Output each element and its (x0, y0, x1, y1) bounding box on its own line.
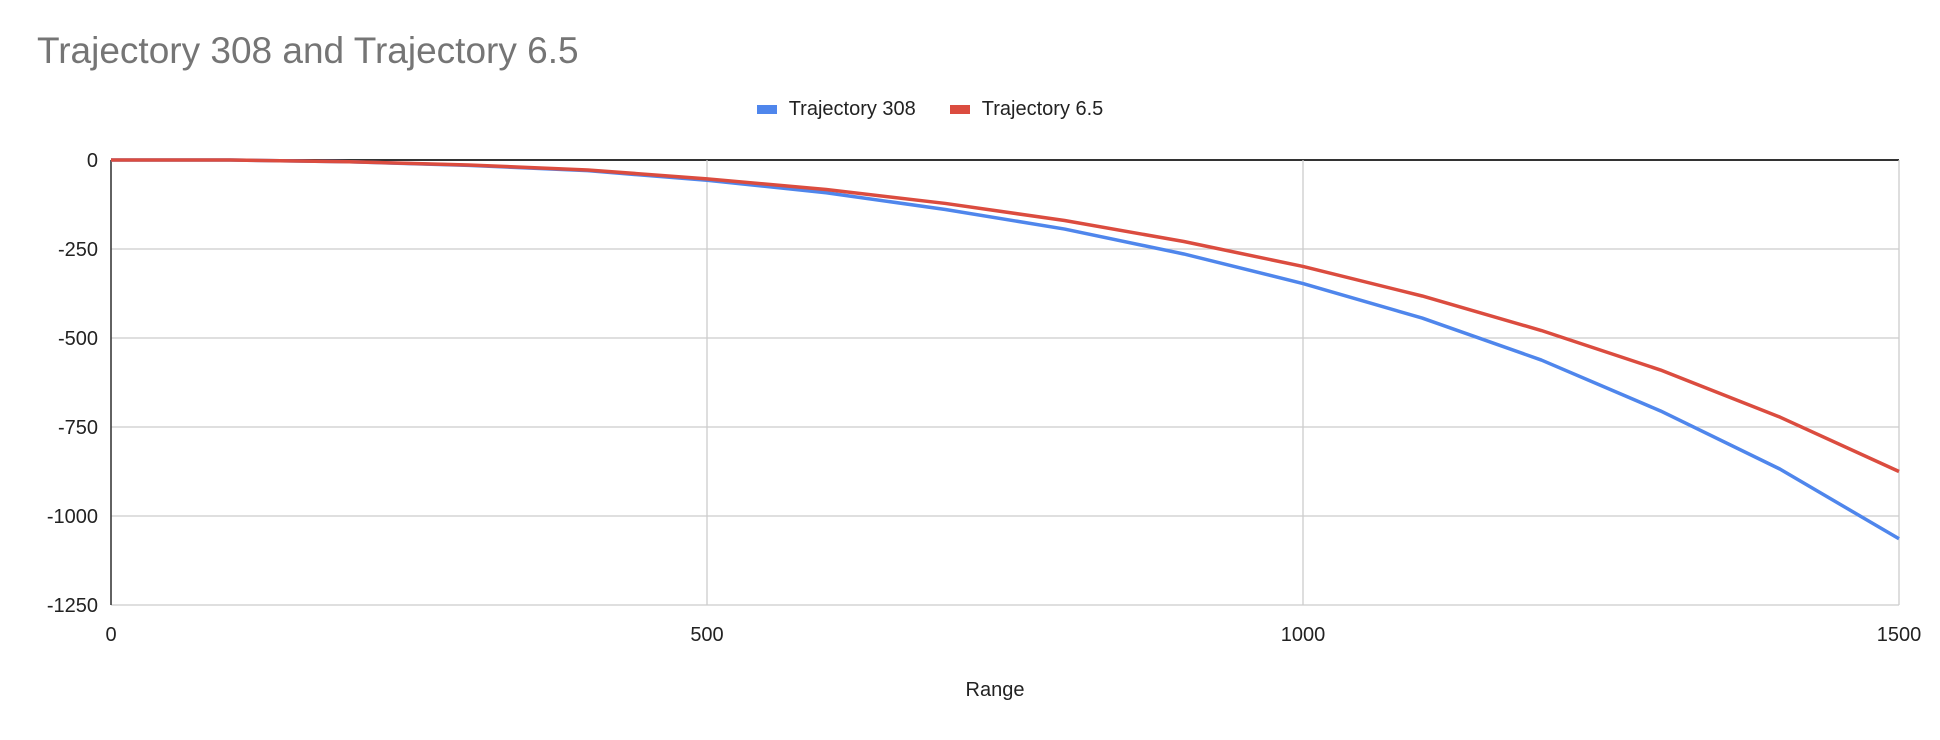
legend-swatch (756, 105, 777, 114)
x-tick-label: 1000 (1281, 624, 1326, 646)
y-tick-label: 0 (87, 150, 98, 172)
series-line-trajectory-6-5 (111, 158, 1900, 474)
x-tick-label: 500 (690, 624, 723, 646)
y-tick-label: -250 (58, 239, 98, 261)
series-line-trajectory-308 (111, 158, 1900, 541)
legend-label: Trajectory 6.5 (981, 98, 1104, 120)
legend-item-trajectory-308[interactable]: Trajectory 308 (756, 98, 916, 121)
legend: Trajectory 308 Trajectory 6.5 (0, 98, 1900, 121)
y-tick-label: -750 (58, 417, 98, 439)
x-tick-label: 1500 (1877, 624, 1922, 646)
chart-title: Trajectory 308 and Trajectory 6.5 (37, 30, 579, 71)
legend-swatch (949, 105, 970, 114)
y-tick-label: -1250 (47, 595, 98, 617)
x-axis-label: Range (966, 679, 1025, 701)
x-tick-label: 0 (105, 624, 116, 646)
legend-label: Trajectory 308 (788, 98, 916, 120)
y-tick-label: -500 (58, 328, 98, 350)
y-tick-label: -1000 (47, 506, 98, 528)
legend-item-trajectory-6-5[interactable]: Trajectory 6.5 (949, 98, 1104, 121)
